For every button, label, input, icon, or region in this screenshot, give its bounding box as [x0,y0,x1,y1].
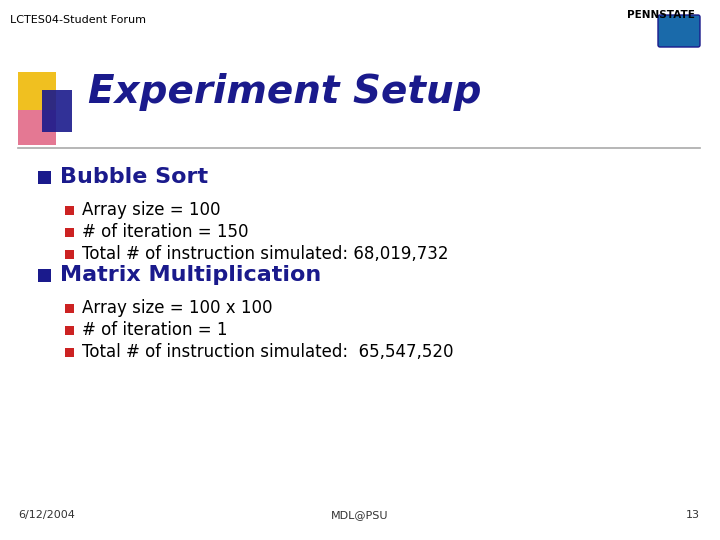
Text: Array size = 100: Array size = 100 [82,201,220,219]
Bar [38,269,51,282]
Text: Total # of instruction simulated: 68,019,732: Total # of instruction simulated: 68,019… [82,245,449,263]
Bar [65,206,74,215]
Text: MDL@PSU: MDL@PSU [331,510,389,520]
Text: 6/12/2004: 6/12/2004 [18,510,75,520]
Bar [42,90,72,132]
Text: # of iteration = 1: # of iteration = 1 [82,321,228,339]
Text: Matrix Multiplication: Matrix Multiplication [60,265,321,285]
Text: # of iteration = 150: # of iteration = 150 [82,223,248,241]
Bar [18,110,56,145]
Bar [38,171,51,184]
Text: Array size = 100 x 100: Array size = 100 x 100 [82,299,272,317]
Bar [65,326,74,335]
Bar [18,72,56,110]
Text: 13: 13 [686,510,700,520]
Text: Experiment Setup: Experiment Setup [88,73,482,111]
Bar [65,304,74,313]
Bar [65,348,74,357]
Bar [65,250,74,259]
Bar [65,228,74,237]
Text: Bubble Sort: Bubble Sort [60,167,208,187]
FancyBboxPatch shape [658,15,700,47]
Text: Total # of instruction simulated:  65,547,520: Total # of instruction simulated: 65,547… [82,343,454,361]
Text: PENNSTATE: PENNSTATE [627,10,695,20]
Text: LCTES04-Student Forum: LCTES04-Student Forum [10,15,146,25]
